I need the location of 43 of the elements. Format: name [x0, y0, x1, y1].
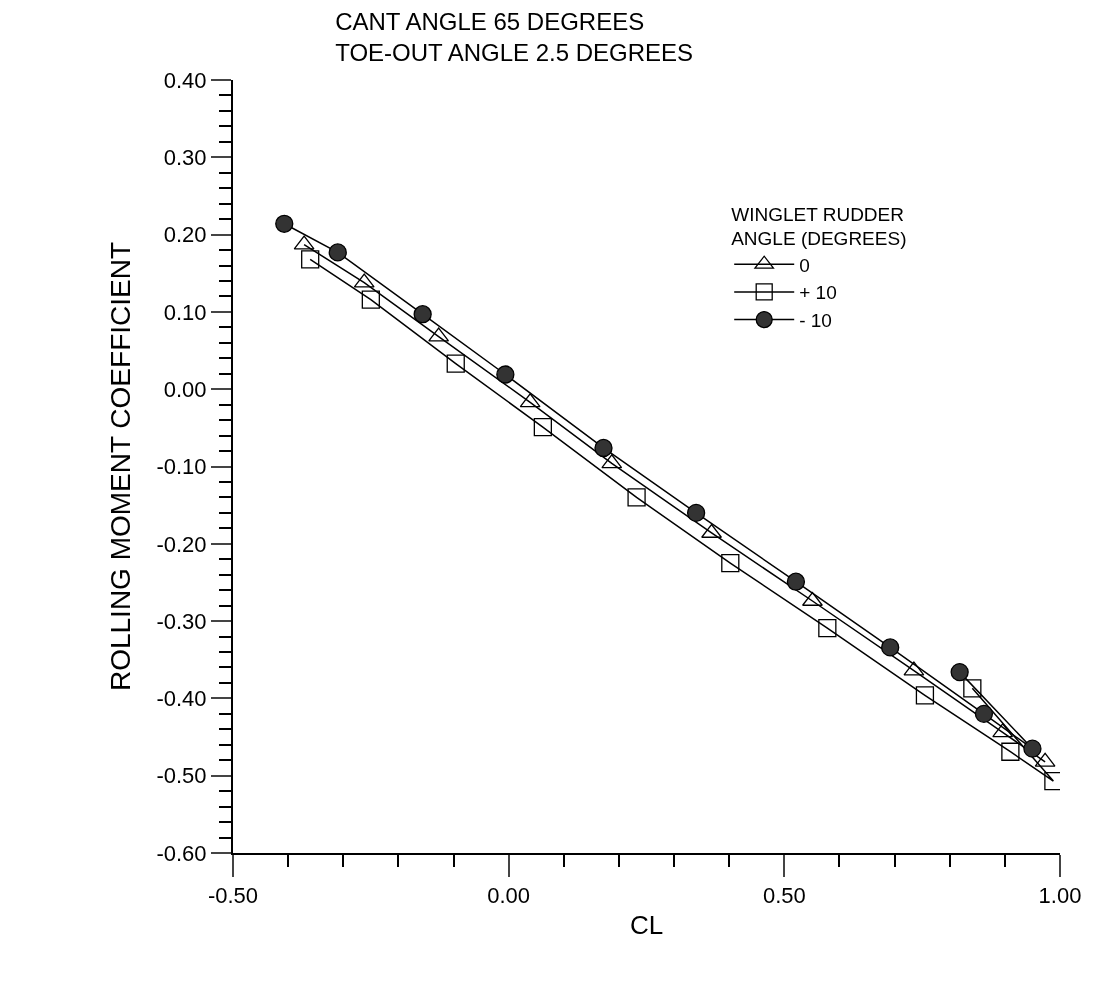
x-axis-title: CL — [629, 909, 664, 940]
y-tick-label: 0.10 — [163, 299, 207, 325]
point — [446, 354, 465, 373]
legend-label: - 10 — [799, 310, 832, 332]
y-tick-label: 0.20 — [163, 222, 207, 248]
y-tick-label: -0.30 — [156, 608, 207, 634]
point — [627, 488, 646, 507]
point — [818, 618, 837, 638]
y-axis-title: ROLLING MOMENT COEFFICIENT — [104, 241, 136, 692]
y-tick-label: 0.40 — [163, 67, 207, 93]
legend-label: + 10 — [799, 282, 837, 304]
point — [721, 553, 740, 573]
point — [413, 305, 432, 324]
point — [301, 250, 320, 269]
point — [686, 503, 706, 523]
y-tick-label: 0.00 — [163, 376, 207, 402]
point — [275, 214, 294, 233]
point — [496, 365, 515, 384]
point — [950, 662, 969, 682]
point — [974, 704, 994, 723]
point — [881, 638, 900, 657]
y-tick-label: -0.10 — [156, 454, 207, 480]
chart-title: CANT ANGLE 65 DEGREES TOE-OUT ANGLE 2.5 DEGREES — [335, 7, 694, 66]
point — [361, 290, 380, 309]
point — [1001, 742, 1020, 761]
point — [786, 572, 806, 591]
x-tick-label: -0.50 — [207, 883, 259, 909]
y-tick-label: -0.40 — [156, 686, 207, 712]
x-tick-label: 0.50 — [762, 883, 806, 909]
point — [533, 417, 552, 437]
y-tick-label: -0.50 — [156, 763, 207, 789]
legend-title: WINGLET RUDDER ANGLE (DEGREES) — [731, 203, 907, 250]
point — [594, 438, 613, 458]
y-tick-label: -0.20 — [156, 531, 207, 557]
y-tick-label: -0.60 — [156, 840, 207, 866]
point — [328, 243, 347, 262]
x-tick-label: 1.00 — [1038, 883, 1082, 909]
legend-label: 0 — [799, 254, 810, 276]
point — [915, 686, 935, 705]
point — [963, 679, 982, 698]
x-tick-label: 0.00 — [487, 883, 531, 909]
point — [1023, 739, 1042, 758]
y-tick-label: 0.30 — [163, 145, 207, 170]
